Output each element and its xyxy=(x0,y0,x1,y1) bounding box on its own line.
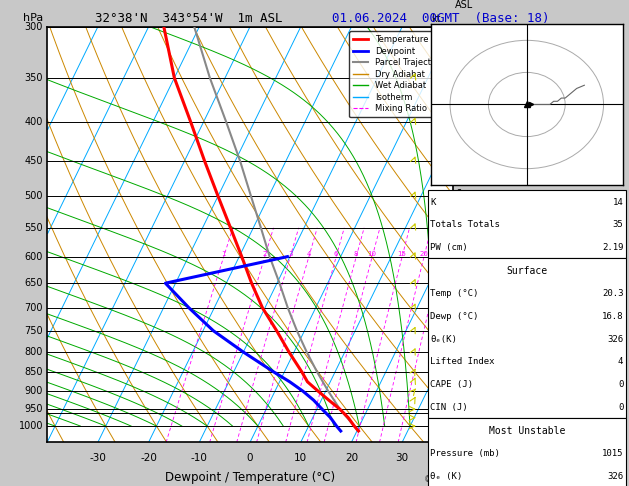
Text: 750: 750 xyxy=(25,326,43,336)
Text: Pressure (mb): Pressure (mb) xyxy=(430,449,500,458)
Text: 40: 40 xyxy=(447,452,459,463)
Text: 950: 950 xyxy=(25,404,43,414)
Text: 8: 8 xyxy=(354,251,359,257)
Text: hPa: hPa xyxy=(23,13,43,22)
Text: 850: 850 xyxy=(25,367,43,377)
Text: -30: -30 xyxy=(89,452,106,463)
Text: Mixing Ratio (g/kg): Mixing Ratio (g/kg) xyxy=(463,195,472,274)
Text: 500: 500 xyxy=(25,191,43,201)
Text: 15: 15 xyxy=(398,251,406,257)
Text: 8: 8 xyxy=(455,111,461,121)
Text: 10: 10 xyxy=(294,452,308,463)
Text: 32°38'N  343°54'W  1m ASL: 32°38'N 343°54'W 1m ASL xyxy=(95,12,282,25)
Text: 16.8: 16.8 xyxy=(602,312,623,321)
Text: PW (cm): PW (cm) xyxy=(430,243,468,252)
Text: LCL: LCL xyxy=(455,408,472,417)
Text: 326: 326 xyxy=(607,335,623,344)
Text: 326: 326 xyxy=(607,472,623,481)
Text: CIN (J): CIN (J) xyxy=(430,403,468,412)
Text: 0: 0 xyxy=(247,452,253,463)
Text: kt: kt xyxy=(431,14,440,24)
Text: 800: 800 xyxy=(25,347,43,357)
Text: 10: 10 xyxy=(368,251,377,257)
Text: 01.06.2024  00GMT  (Base: 18): 01.06.2024 00GMT (Base: 18) xyxy=(331,12,549,25)
Text: 30: 30 xyxy=(396,452,409,463)
Text: Totals Totals: Totals Totals xyxy=(430,221,500,229)
Text: 4: 4 xyxy=(307,251,311,257)
Text: 7: 7 xyxy=(455,150,461,160)
Text: CAPE (J): CAPE (J) xyxy=(430,381,473,389)
Text: 20.3: 20.3 xyxy=(602,289,623,298)
Text: 3: 3 xyxy=(288,251,292,257)
Text: 2.19: 2.19 xyxy=(602,243,623,252)
Text: 20: 20 xyxy=(420,251,428,257)
Text: -20: -20 xyxy=(140,452,157,463)
Text: 2: 2 xyxy=(263,251,267,257)
Text: 5: 5 xyxy=(455,229,461,239)
Text: Dewpoint / Temperature (°C): Dewpoint / Temperature (°C) xyxy=(165,471,335,485)
Text: 300: 300 xyxy=(25,22,43,32)
Text: 2: 2 xyxy=(455,347,461,357)
Text: 1: 1 xyxy=(221,251,226,257)
Text: 14: 14 xyxy=(613,198,623,207)
Text: © weatheronline.co.uk: © weatheronline.co.uk xyxy=(423,474,520,484)
Text: 35: 35 xyxy=(613,221,623,229)
Text: 20: 20 xyxy=(345,452,358,463)
Text: 700: 700 xyxy=(25,303,43,313)
Text: 25: 25 xyxy=(437,251,446,257)
Text: K: K xyxy=(430,198,436,207)
Text: θₑ(K): θₑ(K) xyxy=(430,335,457,344)
Text: 4: 4 xyxy=(618,358,623,366)
Text: Lifted Index: Lifted Index xyxy=(430,358,495,366)
Text: Dewp (°C): Dewp (°C) xyxy=(430,312,479,321)
Text: 550: 550 xyxy=(25,223,43,233)
Text: θₑ (K): θₑ (K) xyxy=(430,472,462,481)
Text: 0: 0 xyxy=(618,381,623,389)
Text: Surface: Surface xyxy=(506,266,547,276)
Legend: Temperature, Dewpoint, Parcel Trajectory, Dry Adiabat, Wet Adiabat, Isotherm, Mi: Temperature, Dewpoint, Parcel Trajectory… xyxy=(349,31,448,117)
Text: 1: 1 xyxy=(455,386,461,396)
Text: 450: 450 xyxy=(25,156,43,166)
Text: 650: 650 xyxy=(25,278,43,288)
Text: 3: 3 xyxy=(455,308,461,317)
Text: 600: 600 xyxy=(25,252,43,261)
Text: Temp (°C): Temp (°C) xyxy=(430,289,479,298)
Text: 6: 6 xyxy=(334,251,338,257)
Text: Most Unstable: Most Unstable xyxy=(489,426,565,435)
Text: 350: 350 xyxy=(25,73,43,83)
Text: 1000: 1000 xyxy=(19,421,43,431)
Text: 900: 900 xyxy=(25,386,43,396)
Text: km
ASL: km ASL xyxy=(455,0,473,10)
Text: 4: 4 xyxy=(455,268,461,278)
Text: 6: 6 xyxy=(455,190,461,199)
Text: 400: 400 xyxy=(25,117,43,127)
Text: 1015: 1015 xyxy=(602,449,623,458)
Text: 0: 0 xyxy=(618,403,623,412)
Text: -10: -10 xyxy=(191,452,208,463)
